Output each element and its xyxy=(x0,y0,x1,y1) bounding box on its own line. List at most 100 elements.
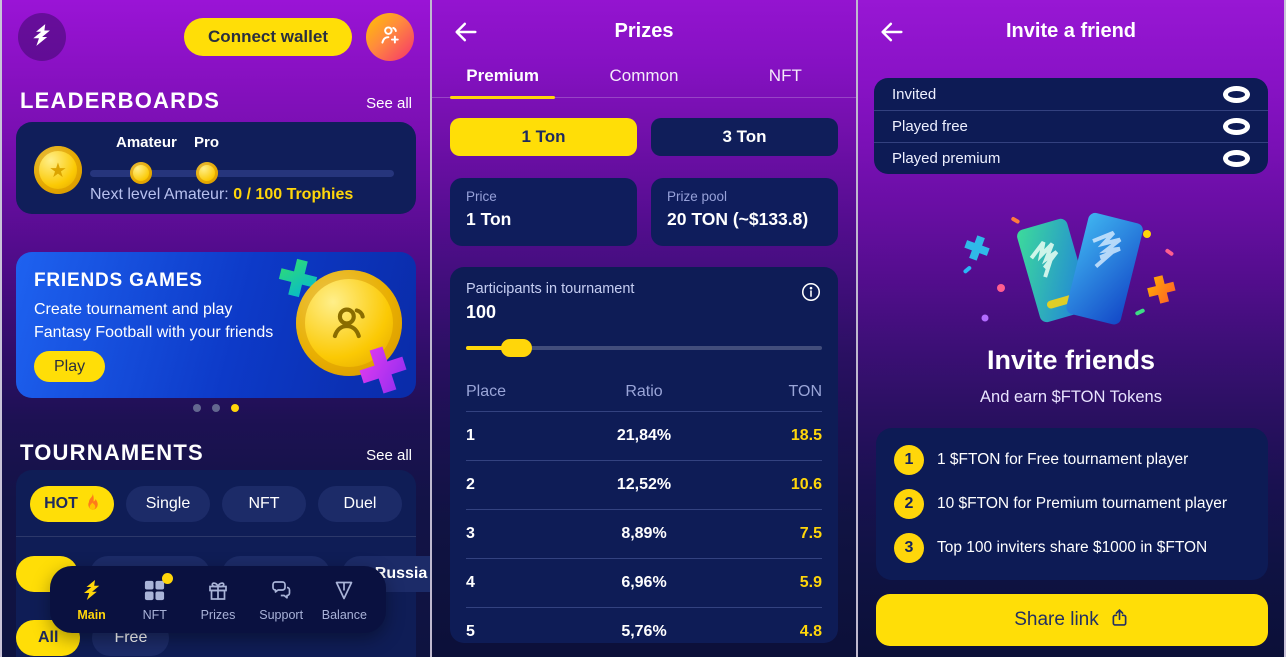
zero-count-badge xyxy=(1223,85,1250,103)
connect-wallet-button[interactable]: Connect wallet xyxy=(184,18,352,56)
app-logo xyxy=(18,13,66,61)
prize-table: Place Ratio TON 1 21,84% 18.5 2 12,52% 1… xyxy=(466,373,822,656)
level-progress-bar xyxy=(90,170,394,177)
tournaments-title: TOURNAMENTS xyxy=(20,440,204,465)
prize-tabs: Premium Common NFT xyxy=(432,58,856,99)
leaderboards-header: LEADERBOARDS See all xyxy=(20,88,412,114)
price-cards: Price 1 Ton Prize pool 20 TON (~$133.8) xyxy=(450,178,838,246)
divider xyxy=(16,536,416,537)
nav-item-prizes[interactable]: Prizes xyxy=(192,577,244,622)
nav-item-nft[interactable]: NFT xyxy=(129,573,181,622)
prizes-title: Prizes xyxy=(614,20,674,42)
tab-premium[interactable]: Premium xyxy=(432,58,573,99)
share-link-button[interactable]: Share link xyxy=(876,594,1268,646)
tournaments-see-all-link[interactable]: See all xyxy=(366,447,412,464)
nav-item-support[interactable]: Support xyxy=(255,577,307,622)
slider-thumb[interactable] xyxy=(500,339,532,357)
price-value: 1 Ton xyxy=(466,209,512,229)
price-card: Price 1 Ton xyxy=(450,178,637,246)
filter-chip-single[interactable]: Single xyxy=(126,486,210,522)
tournament-filter-row-1: HOT Single NFT Duel xyxy=(30,486,402,522)
next-level-text: Next level Amateur: 0 / 100 Trophies xyxy=(90,186,354,203)
slider-fill xyxy=(466,346,516,350)
invite-title: Invite a friend xyxy=(1005,20,1137,42)
nft-grid-icon xyxy=(142,573,173,603)
panel-main: Connect wallet LEADERBOARDS See all ★ Am… xyxy=(2,0,430,657)
reward-number-badge: 1 xyxy=(894,445,924,475)
nft-badge-dot xyxy=(161,573,173,584)
gift-icon xyxy=(205,577,231,603)
participants-value: 100 xyxy=(466,302,497,322)
back-arrow-icon[interactable] xyxy=(878,18,906,46)
fire-icon xyxy=(85,493,100,515)
level-label-amateur: Amateur xyxy=(116,134,177,151)
tournaments-header: TOURNAMENTS See all xyxy=(20,440,412,466)
friends-games-description: Create tournament and play Fantasy Footb… xyxy=(34,301,274,342)
table-row: 1 21,84% 18.5 xyxy=(466,411,822,460)
ton-option-3[interactable]: 3 Ton xyxy=(651,118,838,156)
table-row: 5 5,76% 4.8 xyxy=(466,607,822,656)
filter-chip-nft[interactable]: NFT xyxy=(222,486,306,522)
prize-table-header: Place Ratio TON xyxy=(466,383,822,400)
trophy-progress-value: 0 / 100 Trophies xyxy=(233,186,354,203)
zero-count-badge xyxy=(1223,118,1250,135)
main-logo-icon xyxy=(79,577,105,603)
level-label-pro: Pro xyxy=(194,134,220,151)
prize-pool-value: 20 TON (~$133.8) xyxy=(667,209,809,229)
table-row: 3 8,89% 7.5 xyxy=(466,509,822,558)
pro-coin-icon xyxy=(196,162,218,184)
reward-item: 2 10 $FTON for Premium tournament player xyxy=(894,489,1250,519)
table-row: 2 12,52% 10.6 xyxy=(466,460,822,509)
bottom-nav-bar: Main NFT Prizes Support xyxy=(50,566,386,633)
nav-item-main[interactable]: Main xyxy=(66,577,118,622)
reward-number-badge: 3 xyxy=(894,533,924,563)
magenta-plus-icon xyxy=(356,343,410,398)
leaderboards-see-all-link[interactable]: See all xyxy=(366,95,412,112)
ton-diamond-icon xyxy=(331,577,357,603)
trophy-coin-icon: ★ xyxy=(34,146,82,194)
friends-games-banner: FRIENDS GAMES Create tournament and play… xyxy=(16,252,416,398)
panel-prizes: Prizes Premium Common NFT 1 Ton 3 Ton Pr… xyxy=(430,0,856,657)
carousel-dot-2[interactable] xyxy=(212,404,220,412)
stat-row-played-premium: Played premium xyxy=(874,142,1268,174)
leaderboards-title: LEADERBOARDS xyxy=(20,88,221,113)
ton-option-1[interactable]: 1 Ton xyxy=(450,118,637,156)
share-icon xyxy=(1109,607,1130,634)
carousel-dots xyxy=(2,404,430,412)
tickets-illustration xyxy=(858,210,1284,340)
nav-item-balance[interactable]: Balance xyxy=(318,577,370,622)
participants-slider[interactable] xyxy=(466,339,822,357)
add-friend-button[interactable] xyxy=(366,13,414,61)
filter-chip-hot[interactable]: HOT xyxy=(30,486,114,522)
ton-option-buttons: 1 Ton 3 Ton xyxy=(450,118,838,156)
main-header: Connect wallet xyxy=(18,12,414,62)
friends-games-title: FRIENDS GAMES xyxy=(34,270,203,291)
filter-chip-duel[interactable]: Duel xyxy=(318,486,402,522)
zero-count-badge xyxy=(1223,150,1250,167)
table-row: 4 6,96% 5.9 xyxy=(466,558,822,607)
invite-friends-heading: Invite friends xyxy=(986,345,1156,375)
reward-item: 1 1 $FTON for Free tournament player xyxy=(894,445,1250,475)
rewards-card: 1 1 $FTON for Free tournament player 2 1… xyxy=(876,428,1268,580)
tab-nft[interactable]: NFT xyxy=(768,66,802,85)
reward-number-badge: 2 xyxy=(894,489,924,519)
person-add-icon xyxy=(377,22,403,53)
slider-track[interactable] xyxy=(466,346,822,350)
carousel-dot-3-active[interactable] xyxy=(231,404,239,412)
green-plus-icon xyxy=(276,256,320,305)
leaderboard-card: ★ Amateur Pro Next level Amateur: 0 / 10… xyxy=(16,122,416,214)
info-icon[interactable] xyxy=(800,281,822,303)
lightning-logo-icon xyxy=(29,22,55,53)
invite-stats-card: Invited Played free Played premium xyxy=(874,78,1268,174)
back-arrow-icon[interactable] xyxy=(452,18,480,46)
reward-item: 3 Top 100 inviters share $1000 in $FTON xyxy=(894,533,1250,563)
chat-icon xyxy=(268,577,294,603)
invite-friends-subheading: And earn $FTON Tokens xyxy=(980,388,1162,406)
stat-row-played-free: Played free xyxy=(874,110,1268,142)
carousel-dot-1[interactable] xyxy=(193,404,201,412)
tab-common[interactable]: Common xyxy=(609,66,679,85)
stat-row-invited: Invited xyxy=(874,78,1268,110)
play-button[interactable]: Play xyxy=(34,351,106,382)
participants-label: Participants in tournament xyxy=(466,281,635,297)
